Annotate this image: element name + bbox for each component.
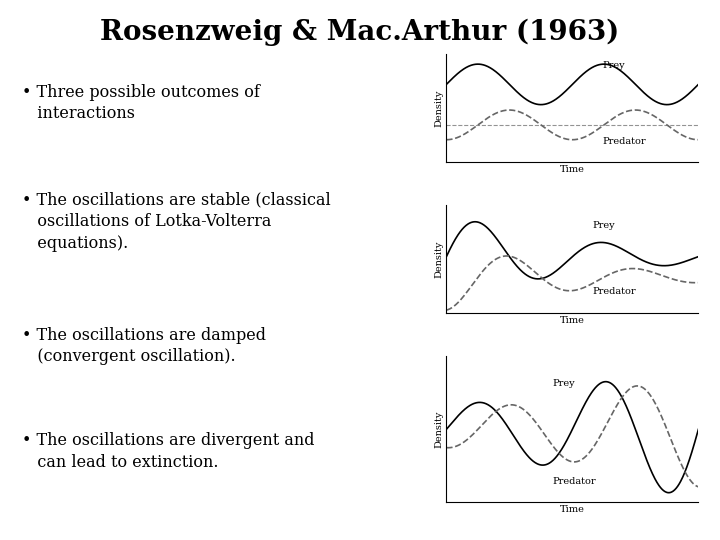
Text: Prey: Prey — [593, 221, 615, 230]
Text: Predator: Predator — [593, 287, 636, 296]
Text: • The oscillations are divergent and
   can lead to extinction.: • The oscillations are divergent and can… — [22, 432, 314, 470]
Text: • The oscillations are stable (classical
   oscillations of Lotka-Volterra
   eq: • The oscillations are stable (classical… — [22, 192, 330, 252]
Text: Rosenzweig & Mac.Arthur (1963): Rosenzweig & Mac.Arthur (1963) — [100, 19, 620, 46]
X-axis label: Time: Time — [560, 165, 585, 174]
Text: Prey: Prey — [603, 60, 625, 70]
Text: Predator: Predator — [552, 477, 596, 486]
Text: • Three possible outcomes of
   interactions: • Three possible outcomes of interaction… — [22, 84, 259, 122]
Y-axis label: Density: Density — [435, 410, 444, 448]
Text: Predator: Predator — [603, 137, 647, 146]
Y-axis label: Density: Density — [435, 240, 444, 278]
X-axis label: Time: Time — [560, 316, 585, 325]
X-axis label: Time: Time — [560, 505, 585, 514]
Text: Prey: Prey — [552, 379, 575, 388]
Y-axis label: Density: Density — [435, 89, 444, 127]
Text: • The oscillations are damped
   (convergent oscillation).: • The oscillations are damped (convergen… — [22, 327, 266, 365]
